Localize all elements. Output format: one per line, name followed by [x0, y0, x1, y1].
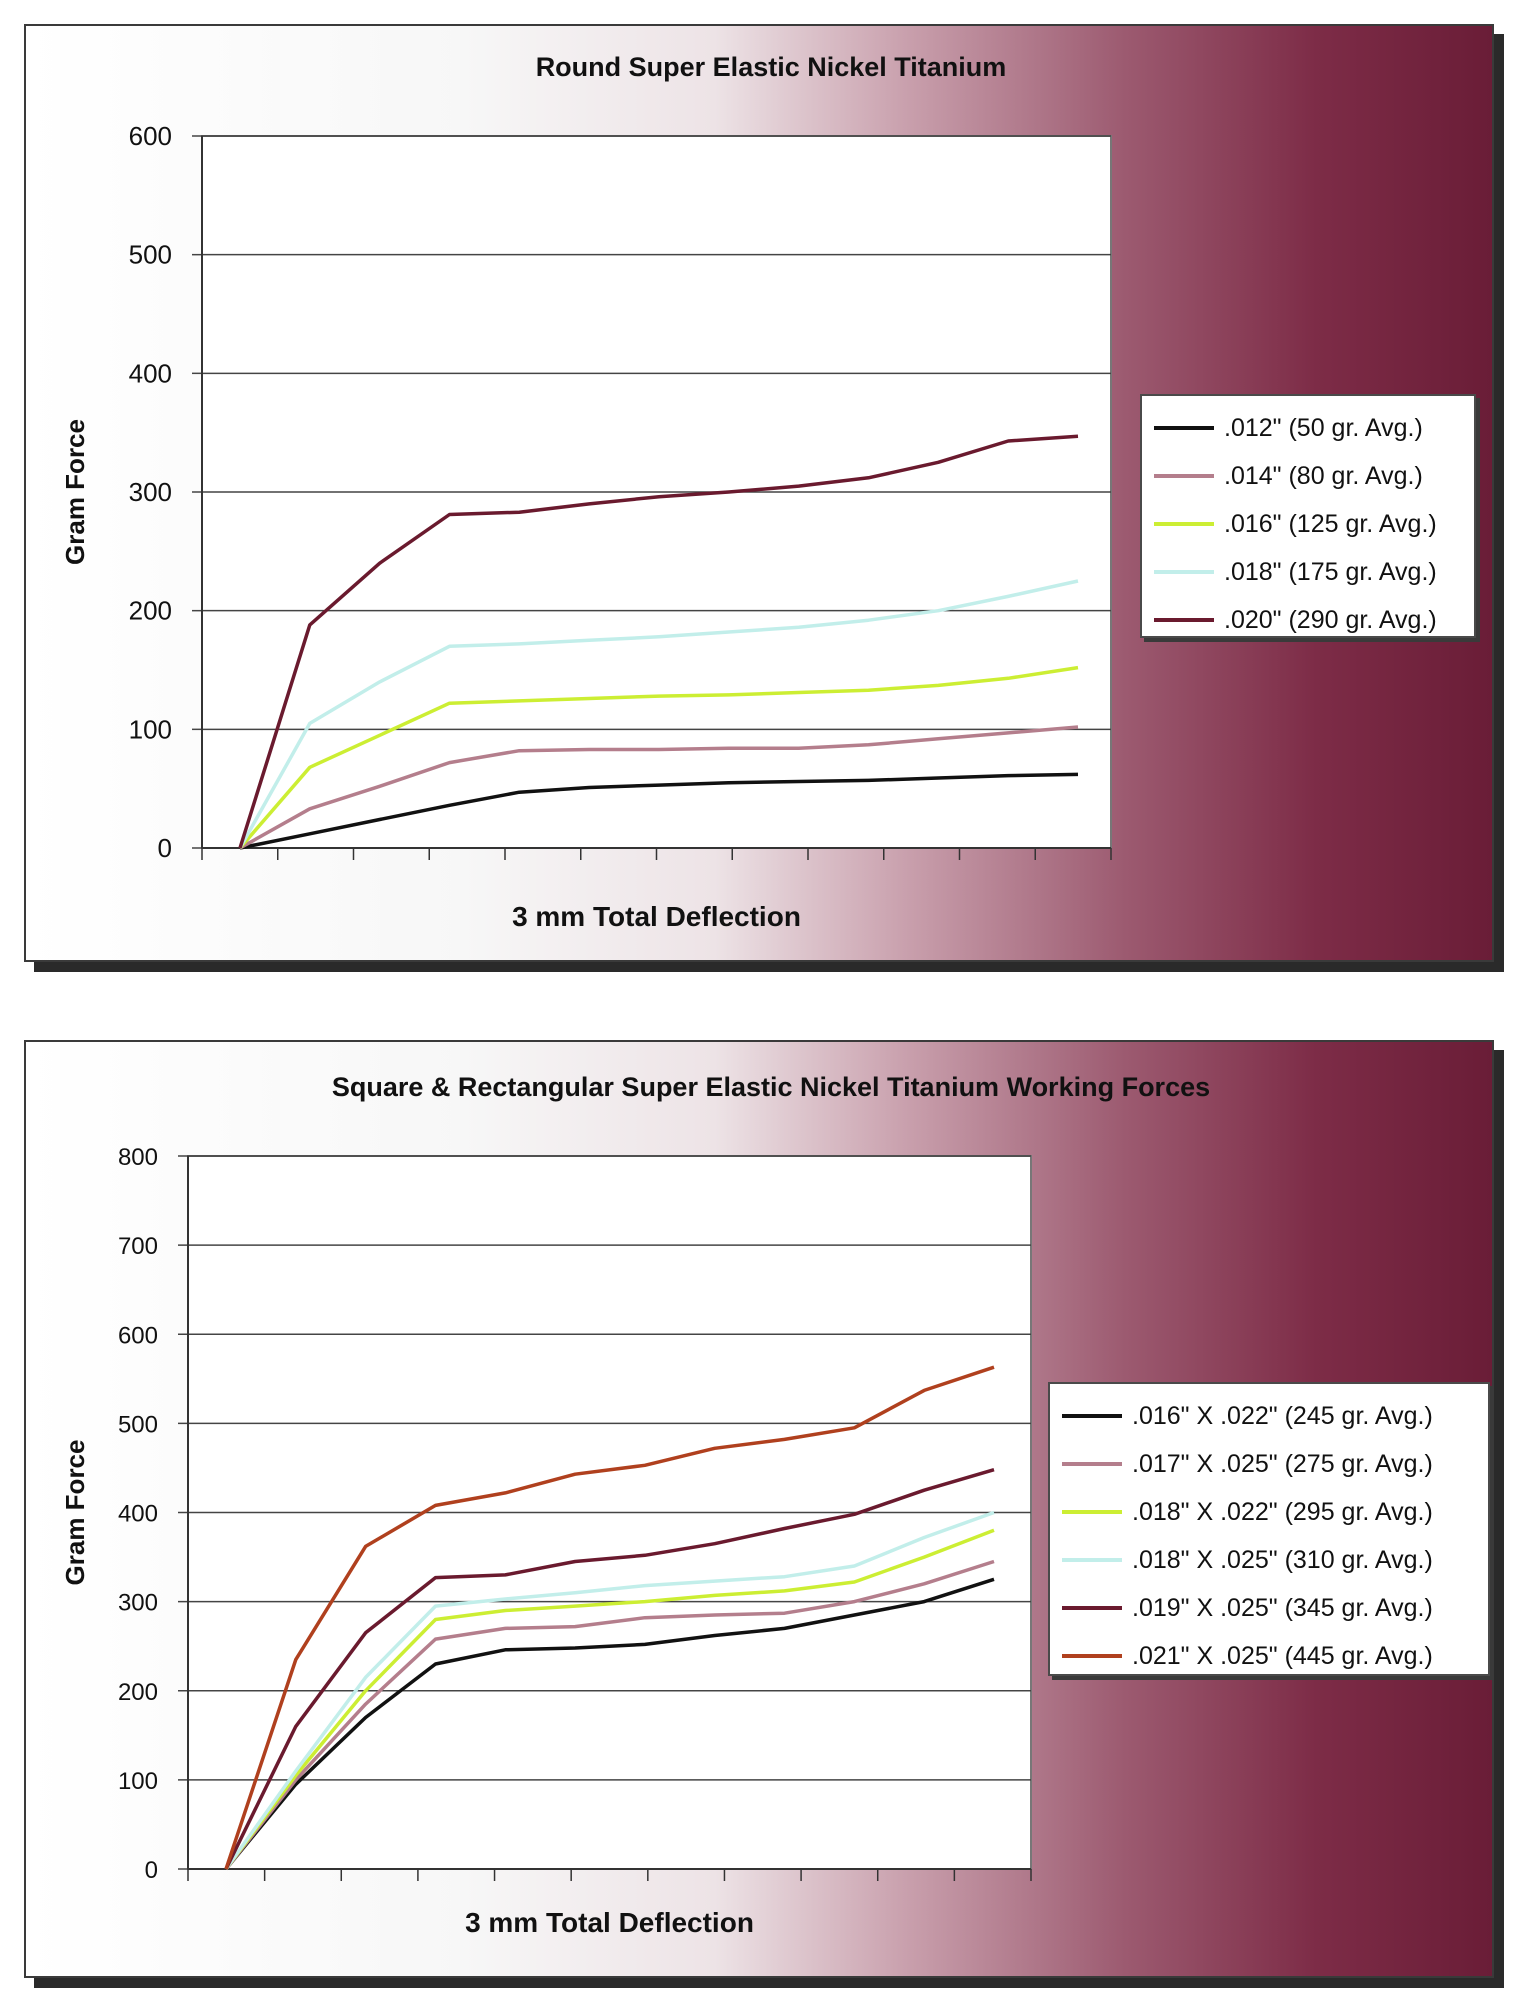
legend-item: .017" X .025" (275 gr. Avg.): [1062, 1440, 1476, 1488]
y-tick-label: 400: [129, 358, 172, 388]
legend-label: .020" (290 gr. Avg.): [1224, 605, 1437, 634]
y-tick-label: 300: [118, 1590, 158, 1617]
legend-swatch: [1062, 1654, 1122, 1658]
legend-label: .018" X .025" (310 gr. Avg.): [1132, 1545, 1433, 1574]
legend-label: .014" (80 gr. Avg.): [1224, 461, 1423, 490]
series-line-1: [239, 772, 1079, 850]
y-tick-label: 200: [129, 596, 172, 626]
chart-round-svg: 0 100 200 300 400 500 600 Round Super Elastic N…: [60, 52, 1112, 932]
legend-label: .017" X .025" (275 gr. Avg.): [1132, 1449, 1433, 1478]
y-tick-label: 600: [118, 1322, 158, 1349]
legend-swatch: [1062, 1414, 1122, 1418]
legend-swatch: [1062, 1606, 1122, 1610]
series-line-1: [224, 1577, 995, 1871]
y-tick-label: 300: [129, 477, 172, 507]
series-line-2: [224, 1559, 995, 1871]
legend-round: .012" (50 gr. Avg.) .014" (80 gr. Avg.) .0…: [1140, 394, 1476, 638]
legend-item: .016" X .022" (245 gr. Avg.): [1062, 1392, 1476, 1440]
chart-title: Square & Rectangular Super Elastic Nicke…: [332, 1072, 1210, 1102]
legend-label: .012" (50 gr. Avg.): [1224, 413, 1423, 442]
y-tick-label: 0: [158, 833, 172, 863]
chart-title: Round Super Elastic Nickel Titanium: [536, 52, 1007, 82]
legend-item: .014" (80 gr. Avg.): [1154, 452, 1462, 500]
legend-label: .018" X .022" (295 gr. Avg.): [1132, 1497, 1433, 1526]
y-tick-label: 700: [118, 1233, 158, 1260]
series-line-5: [224, 1468, 995, 1870]
legend-swatch: [1062, 1510, 1122, 1514]
series-line-4: [238, 579, 1079, 849]
legend-item: .012" (50 gr. Avg.): [1154, 404, 1462, 452]
legend-swatch: [1062, 1558, 1122, 1562]
legend-item: .016" (125 gr. Avg.): [1154, 500, 1462, 548]
legend-swatch: [1154, 570, 1214, 574]
legend-swatch: [1154, 426, 1214, 430]
legend-swatch: [1154, 522, 1214, 526]
y-tick-label: 100: [129, 714, 172, 744]
y-tick-label: 200: [118, 1679, 158, 1706]
legend-item: .020" (290 gr. Avg.): [1154, 596, 1462, 644]
legend-label: .016" (125 gr. Avg.): [1224, 509, 1437, 538]
y-axis-label: Gram Force: [60, 419, 90, 565]
series-line-2: [239, 725, 1079, 850]
series-line-4: [224, 1510, 995, 1871]
legend-item: .018" X .025" (310 gr. Avg.): [1062, 1536, 1476, 1584]
y-tick-label: 500: [129, 240, 172, 270]
series-line-6: [224, 1365, 995, 1870]
y-tick-label: 400: [118, 1501, 158, 1528]
legend-item: .021" X .025" (445 gr. Avg.): [1062, 1632, 1476, 1680]
x-axis-label: 3 mm Total Deflection: [465, 1907, 754, 1938]
chart-panel-round: 0 100 200 300 400 500 600 Round Super Elastic N…: [24, 24, 1494, 962]
x-axis-label: 3 mm Total Deflection: [512, 901, 801, 932]
legend-item: .018" (175 gr. Avg.): [1154, 548, 1462, 596]
series-line-5: [238, 434, 1079, 849]
legend-item: .019" X .025" (345 gr. Avg.): [1062, 1584, 1476, 1632]
chart-panel-rect: 0 100 200 300 400 500 600 700 800 Square & Rectan…: [24, 1040, 1494, 1978]
legend-rect: .016" X .022" (245 gr. Avg.) .017" X .025…: [1048, 1382, 1490, 1676]
legend-swatch: [1154, 618, 1214, 622]
legend-label: .021" X .025" (445 gr. Avg.): [1132, 1641, 1433, 1670]
y-tick-label: 100: [118, 1768, 158, 1795]
y-axis-label: Gram Force: [60, 1440, 90, 1586]
y-tick-label: 500: [118, 1411, 158, 1438]
chart-rect-svg: 0 100 200 300 400 500 600 700 800 Square & Rectan…: [60, 1072, 1210, 1938]
legend-swatch: [1062, 1462, 1122, 1466]
y-tick-label: 800: [118, 1144, 158, 1171]
y-tick-label: 600: [129, 121, 172, 151]
series-line-3: [238, 665, 1079, 850]
legend-label: .019" X .025" (345 gr. Avg.): [1132, 1593, 1433, 1622]
series-line-3: [224, 1528, 995, 1871]
legend-label: .018" (175 gr. Avg.): [1224, 557, 1437, 586]
legend-label: .016" X .022" (245 gr. Avg.): [1132, 1401, 1433, 1430]
legend-item: .018" X .022" (295 gr. Avg.): [1062, 1488, 1476, 1536]
legend-swatch: [1154, 474, 1214, 478]
y-tick-label: 0: [145, 1857, 158, 1884]
